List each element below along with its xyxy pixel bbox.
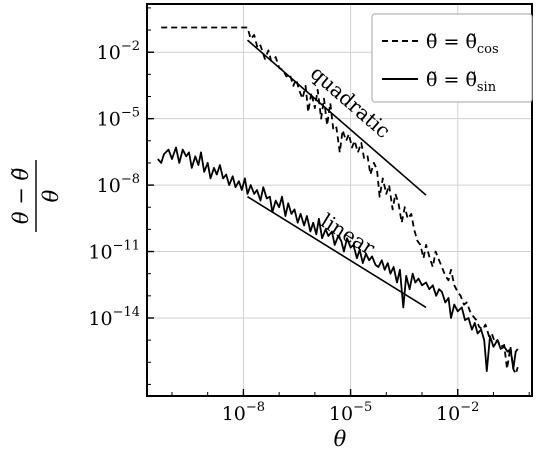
x-tick-labels: 10−8 10−5 10−2 bbox=[222, 400, 480, 425]
x-tick-label: 10−5 bbox=[329, 400, 372, 425]
plot-frame bbox=[146, 3, 533, 397]
axis-ticks bbox=[147, 7, 530, 396]
y-axis-title-denominator: θ bbox=[39, 189, 63, 202]
legend: θ̃ = θ̃cos θ̃ = θ̃sin bbox=[371, 13, 533, 103]
y-tick-label: 10−8 bbox=[97, 172, 140, 197]
y-tick-label: 10−11 bbox=[88, 239, 140, 264]
y-tick-labels: 10−2 10−5 10−8 10−11 10−14 bbox=[88, 39, 140, 330]
series-line-cos bbox=[161, 26, 519, 375]
x-tick-label: 10−8 bbox=[222, 400, 265, 425]
series-line-sin bbox=[157, 146, 519, 373]
y-tick-label: 10−14 bbox=[88, 305, 140, 330]
reference-label-linear: linear bbox=[316, 208, 379, 260]
y-axis-title-numerator: θ − θ̃ bbox=[9, 168, 33, 225]
y-axis-title: θ − θ̃ θ bbox=[9, 160, 63, 232]
reference-line-linear bbox=[247, 195, 427, 309]
legend-label-sin: θ̃ = θ̃sin bbox=[426, 69, 497, 95]
y-tick-label: 10−2 bbox=[97, 39, 140, 64]
y-tick-label: 10−5 bbox=[97, 106, 140, 131]
reference-line-quadratic bbox=[246, 39, 427, 196]
series-lines bbox=[157, 26, 519, 375]
x-tick-label: 10−2 bbox=[436, 400, 479, 425]
x-axis-title: θ bbox=[334, 427, 347, 451]
legend-label-cos: θ̃ = θ̃cos bbox=[426, 31, 499, 57]
